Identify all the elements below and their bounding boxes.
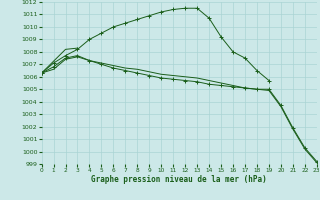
- X-axis label: Graphe pression niveau de la mer (hPa): Graphe pression niveau de la mer (hPa): [91, 175, 267, 184]
